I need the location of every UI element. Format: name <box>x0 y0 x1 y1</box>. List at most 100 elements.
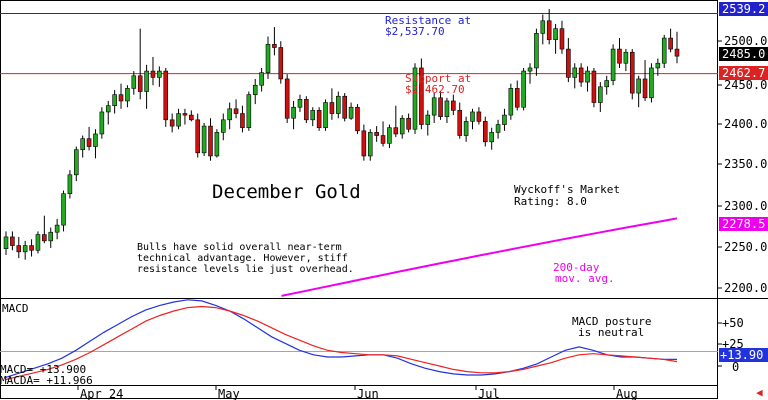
rating-line-1: Wyckoff's Market <box>514 183 620 196</box>
candle-down <box>591 70 597 103</box>
candle-up <box>508 88 514 116</box>
ma-200-line <box>281 217 678 297</box>
candle-down <box>240 113 245 128</box>
macd-tick-0: 0 <box>732 360 739 374</box>
candle-up <box>35 234 41 251</box>
candle-up <box>105 105 111 113</box>
candle-down <box>29 245 34 251</box>
macd-posture-1: MACD posture <box>572 315 651 328</box>
price-tick-2500: 2500.0 <box>724 34 767 48</box>
candle-up <box>220 119 226 133</box>
candle-up <box>585 70 590 83</box>
price-tick-2250: 2250.0 <box>724 240 767 254</box>
candle-up <box>572 67 578 78</box>
candle-down <box>642 78 648 99</box>
candle-down <box>617 48 622 64</box>
ma-label-1: 200-day <box>553 261 600 274</box>
candle-up <box>259 72 264 86</box>
last-price-tag: 2485.0 <box>722 47 765 61</box>
candle-up <box>534 33 539 69</box>
candle-up <box>22 245 28 253</box>
candle-down <box>629 51 635 94</box>
candle-up <box>93 133 98 147</box>
candle-down <box>304 99 309 121</box>
candle-up <box>502 114 507 125</box>
candle-up <box>176 113 181 127</box>
candle-down <box>233 108 239 114</box>
candle-down <box>342 95 347 119</box>
candle-up <box>112 94 117 106</box>
macd-value-line: MACD= +13.900 <box>0 363 86 376</box>
macd-lines <box>5 299 678 381</box>
candle-down <box>457 110 463 136</box>
candle-down <box>208 125 213 157</box>
month-aug: Aug <box>616 387 638 400</box>
candle-up <box>610 48 616 81</box>
candle-up <box>412 67 418 130</box>
price-tick-2450: 2450.0 <box>724 78 767 92</box>
macda-value-line: MACDA= +11.966 <box>0 374 93 387</box>
candle-up <box>323 102 328 128</box>
macd-line <box>5 299 678 378</box>
month-jul: Jul <box>478 387 500 400</box>
candle-up <box>387 127 392 144</box>
candle-up <box>336 95 341 114</box>
candle-up <box>348 106 354 119</box>
macda-line <box>5 305 678 381</box>
candle-up <box>399 117 405 135</box>
candle-down <box>10 236 15 246</box>
price-tick-2300: 2300.0 <box>724 199 767 213</box>
candle-up <box>598 86 603 103</box>
candle-down <box>278 47 284 80</box>
candle-up <box>61 193 66 226</box>
candle-up <box>144 70 149 92</box>
candle-up <box>67 174 73 194</box>
candle-down <box>189 114 194 121</box>
candle-down <box>86 138 92 147</box>
candle-up <box>214 132 220 157</box>
candle-down <box>355 106 360 132</box>
candle-down <box>438 97 443 117</box>
support-tag-bg <box>719 66 768 80</box>
candle-up <box>623 51 629 64</box>
candle-up <box>636 78 641 94</box>
candle-up <box>527 67 533 72</box>
resistance-label-2: $2,537.70 <box>385 25 445 38</box>
rating-line-2: Rating: 8.0 <box>514 195 587 208</box>
candle-up <box>425 114 431 125</box>
candle-up <box>252 84 258 95</box>
candle-up <box>310 110 316 121</box>
price-tick-2200: 2200.0 <box>724 281 767 295</box>
price-axis: 2500.0 2450.0 2400.0 2350.0 2300.0 2250.… <box>718 34 767 295</box>
candle-down <box>419 67 424 125</box>
candle-up <box>3 236 9 250</box>
candle-up <box>99 111 105 135</box>
price-tick-2400: 2400.0 <box>724 117 767 131</box>
candle-down <box>578 67 584 83</box>
candle-up <box>655 62 661 69</box>
macd-posture-2: is neutral <box>578 326 644 339</box>
candle-down <box>16 245 22 253</box>
scroll-arrow-icon[interactable]: ◀ <box>756 386 763 399</box>
candle-down <box>150 70 156 78</box>
candle-down <box>406 117 411 130</box>
macd-axis: +50 +25 0 <box>718 316 744 374</box>
candle-up <box>553 28 558 40</box>
candle-down <box>118 94 124 102</box>
candle-down <box>361 130 367 157</box>
candle-up <box>291 106 296 119</box>
candle-up <box>297 99 303 108</box>
candle-down <box>182 113 188 116</box>
resistance-label-1: Resistance at <box>385 14 471 27</box>
candle-up <box>521 70 526 108</box>
macd-tick-50: +50 <box>722 316 744 330</box>
month-apr: Apr 24 <box>80 387 123 400</box>
candle-down <box>163 70 169 121</box>
candle-down <box>393 127 399 135</box>
macd-tick-25: +25 <box>722 337 744 351</box>
candle-up <box>649 67 654 99</box>
candle-down <box>380 135 386 144</box>
candle-up <box>661 37 667 64</box>
candle-down <box>284 78 290 119</box>
